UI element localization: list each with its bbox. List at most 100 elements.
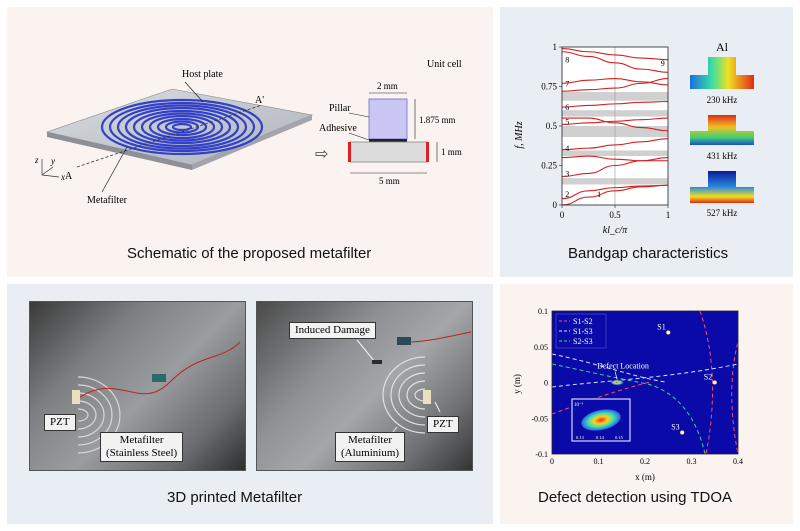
tdoa-x-tick-4: 0.4 [733, 457, 743, 466]
axis-y-label: y [50, 156, 55, 166]
mode-label-2: 431 kHz [707, 151, 738, 161]
bandgap-caption: Bandgap characteristics [568, 245, 729, 262]
x-tick-label-0: 0 [560, 210, 565, 220]
tdoa-y-tick-3: -0.05 [531, 414, 548, 423]
axes-triad [41, 159, 60, 178]
defect-caption: Defect detection using TDOA [538, 489, 732, 506]
defect-pointer [614, 371, 618, 380]
legend-text-2: S1-S3 [573, 327, 593, 336]
printed-caption: 3D printed Metafilter [167, 489, 303, 506]
band-label-7: 7 [565, 79, 569, 88]
schematic-panel: Host plate A' A Metafilter z y x ⇨ Unit … [7, 7, 493, 277]
host-plate-leader [184, 81, 204, 103]
schematic-drawing: Host plate A' A Metafilter z y x ⇨ Unit … [34, 59, 462, 206]
tdoa-x-tick-1: 0.1 [594, 457, 604, 466]
printed-panel: PZT Metafilter (Stainless Steel) Induced… [7, 284, 493, 524]
metafilter-tag-left-line2: (Stainless Steel) [106, 447, 178, 459]
hyperbola-s1-s3 [552, 363, 738, 388]
tdoa-y-tick-4: -0.1 [535, 450, 548, 459]
x-tick-label-1: 0.5 [609, 210, 621, 220]
adhesive-shape [369, 139, 407, 142]
bandgap-y-ticks: 0 0.25 0.5 0.75 1 [541, 42, 562, 210]
band-label-8: 8 [565, 56, 569, 65]
sensor-s3-label: S3 [671, 423, 679, 432]
sensor-s2-dot [712, 380, 717, 385]
unit-cell-label: Unit cell [427, 59, 462, 70]
damage-tag: Induced Damage [289, 322, 376, 339]
band-label-6: 6 [565, 103, 569, 112]
material-label: Al [716, 40, 729, 54]
tdoa-y-label: y (m) [512, 374, 522, 394]
x-tick-label-2: 1 [666, 210, 671, 220]
inset-xtick-2: 0.14 [596, 435, 605, 440]
plate-edge-front [47, 132, 192, 170]
sensor-s2-label: S2 [704, 373, 712, 382]
sensor-s3-dot [680, 430, 685, 435]
section-line [76, 104, 263, 168]
stainless-filter-drawing [72, 341, 241, 454]
dispersion-curve-1 [561, 184, 669, 206]
hyperbola-s1-s3-b [552, 353, 666, 383]
sensor-s1-dot [666, 330, 671, 335]
y-tick-label-0: 0 [553, 200, 558, 210]
band-label-2: 2 [565, 190, 569, 199]
base-edge-right [426, 142, 429, 162]
dispersion-curves [561, 48, 669, 206]
metafilter-tag-right: Metafilter (Aluminium) [335, 432, 406, 462]
legend-text-3: S2-S3 [573, 337, 593, 346]
axis-x-label: x [60, 172, 65, 182]
pzt-tag-left: PZT [44, 414, 76, 431]
host-plate-label: Host plate [182, 69, 223, 80]
dim-width-top: 2 mm [377, 81, 398, 91]
dim-width-base: 5 mm [379, 176, 400, 186]
band-label-5: 5 [565, 117, 569, 126]
dispersion-curve-10 [561, 78, 669, 86]
mode-shape-2 [690, 115, 754, 145]
band-label-3: 3 [565, 169, 569, 178]
inset-xtick-3: 0.15 [615, 435, 624, 440]
pzt-tag-right: PZT [427, 416, 459, 433]
defect-location-label: Defect Location [597, 362, 649, 371]
tdoa-x-ticks: 0 0.1 0.2 0.3 0.4 [550, 457, 743, 466]
dim-height-pillar: 1.875 mm [419, 115, 456, 125]
tdoa-y-tick-1: 0.05 [534, 343, 548, 352]
base-shape [349, 141, 428, 163]
mode-shape-3 [690, 171, 754, 203]
dispersion-curve-12 [561, 48, 669, 61]
dispersion-curve-4 [561, 138, 669, 151]
mode-label-3: 527 kHz [707, 208, 738, 218]
a-prime-label: A' [255, 95, 264, 106]
plate-edge-side [192, 115, 312, 170]
defect-marker [611, 380, 624, 385]
metafilter-tag-right-line1: Metafilter [348, 434, 393, 446]
dispersion-curve-8 [561, 100, 669, 108]
dispersion-curve-6 [561, 117, 669, 125]
dispersion-curve-2 [561, 184, 669, 200]
dispersion-curve-7 [562, 117, 669, 132]
mode-shape-1 [690, 57, 754, 89]
unit-cell-dimensions [348, 92, 438, 174]
inset-plot: 10⁻³ 0.13 0.14 0.15 [571, 398, 631, 442]
hyperbola-s2-s3 [552, 363, 706, 454]
legend-text-1: S1-S2 [573, 317, 593, 326]
tdoa-sensors: S1 S2 S3 [657, 322, 717, 435]
bandgap-y-label: f, MHz [514, 121, 525, 148]
tdoa-y-ticks: 0.1 0.05 0 -0.05 -0.1 [531, 307, 548, 459]
base-edge-left [348, 142, 351, 162]
pillar-shape [368, 98, 408, 140]
a-label: A [65, 171, 73, 182]
y-tick-label-2: 0.5 [546, 121, 558, 131]
adhesive-label: Adhesive [319, 123, 357, 134]
dim-height-base: 1 mm [441, 147, 462, 157]
metafilter-leader [101, 146, 128, 193]
tdoa-chart: 0.1 0.05 0 -0.05 -0.1 0 0.1 0.2 0.3 0.4 S1 S2 S3 D… [512, 307, 743, 482]
metafilter-tag-left: Metafilter (Stainless Steel) [100, 432, 184, 462]
axis-z-label: z [34, 155, 39, 165]
tdoa-x-tick-0: 0 [550, 457, 554, 466]
pillar-label: Pillar [329, 103, 351, 114]
metafilter-tag-left-line1: Metafilter [119, 434, 164, 446]
band-label-4: 4 [565, 144, 569, 153]
defect-panel: 0.1 0.05 0 -0.05 -0.1 0 0.1 0.2 0.3 0.4 S1 S2 S3 D… [500, 284, 793, 524]
y-tick-label-4: 1 [553, 42, 558, 52]
